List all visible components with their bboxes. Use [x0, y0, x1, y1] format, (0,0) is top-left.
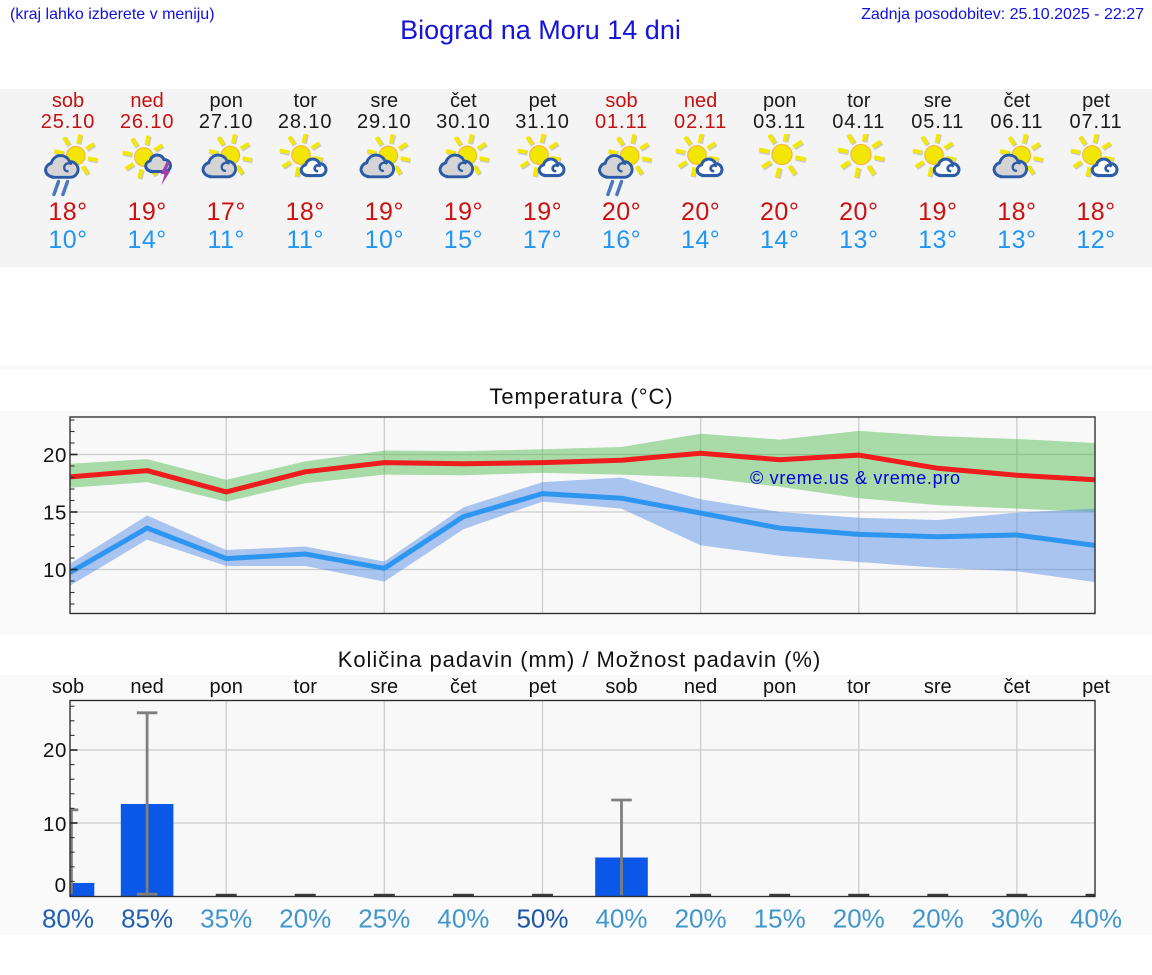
svg-text:tor: tor: [294, 676, 318, 698]
svg-text:20: 20: [43, 739, 67, 762]
svg-text:sre: sre: [370, 676, 398, 698]
svg-text:20: 20: [43, 444, 67, 467]
svg-text:sob: sob: [52, 676, 84, 698]
svg-text:80%: 80%: [42, 904, 94, 934]
svg-text:ned: ned: [684, 676, 717, 698]
svg-text:10: 10: [43, 559, 67, 582]
svg-text:20%: 20%: [833, 904, 885, 934]
svg-text:25%: 25%: [358, 904, 410, 934]
svg-text:15: 15: [43, 501, 67, 524]
svg-text:20%: 20%: [279, 904, 331, 934]
svg-text:15%: 15%: [754, 904, 806, 934]
svg-text:10: 10: [43, 813, 67, 836]
svg-text:sob: sob: [605, 676, 637, 698]
svg-text:pon: pon: [763, 676, 796, 698]
svg-text:30%: 30%: [991, 904, 1043, 934]
svg-text:pet: pet: [1082, 676, 1110, 698]
svg-text:ned: ned: [130, 676, 163, 698]
svg-text:čet: čet: [1004, 676, 1031, 698]
svg-text:pet: pet: [529, 676, 557, 698]
svg-text:40%: 40%: [1070, 904, 1122, 934]
svg-text:0: 0: [55, 874, 66, 897]
svg-text:20%: 20%: [912, 904, 964, 934]
svg-text:40%: 40%: [595, 904, 647, 934]
svg-text:40%: 40%: [437, 904, 489, 934]
svg-text:sre: sre: [924, 676, 952, 698]
svg-text:85%: 85%: [121, 904, 173, 934]
svg-text:čet: čet: [450, 676, 477, 698]
svg-text:pon: pon: [210, 676, 243, 698]
svg-text:35%: 35%: [200, 904, 252, 934]
svg-text:20%: 20%: [675, 904, 727, 934]
svg-text:tor: tor: [847, 676, 871, 698]
svg-text:© vreme.us & vreme.pro: © vreme.us & vreme.pro: [750, 468, 961, 488]
svg-text:50%: 50%: [516, 904, 568, 934]
